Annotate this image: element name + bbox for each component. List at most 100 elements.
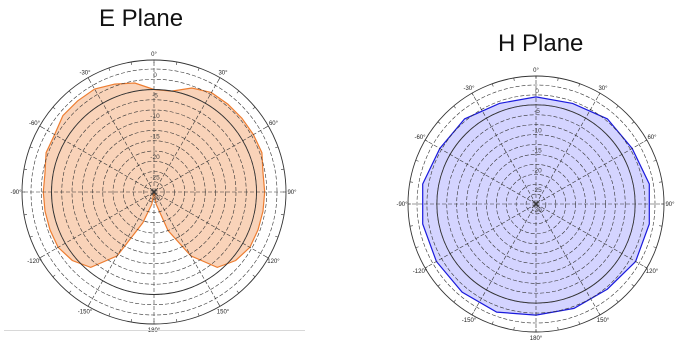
angle-tick-mark: [653, 246, 657, 249]
h-plane-chart: 0° 30° 60° 90° 120° 150° 180° -150° -120° -90° -60…: [396, 68, 675, 342]
angle-tick-mark: [29, 235, 33, 238]
angle-label: 120°: [267, 259, 280, 265]
grid-spoke: [535, 92, 601, 205]
grid-spoke: [471, 203, 537, 316]
angle-tick-mark: [280, 214, 285, 216]
angle-label: 180°: [148, 328, 161, 334]
angle-tick-mark: [424, 266, 428, 269]
angle-tick-mark: [557, 77, 559, 81]
angle-tick-mark: [275, 146, 279, 149]
angle-tick-mark: [557, 327, 559, 331]
e-plane-chart: 0° 30° 60° 90° 120° 150° 180° -150° -120° -90° -60…: [10, 52, 297, 334]
angle-tick-mark: [415, 159, 419, 162]
angle-tick-mark: [252, 106, 256, 110]
angle-tick-mark: [471, 312, 474, 316]
angle-tick-mark: [631, 121, 635, 124]
angle-tick-mark: [471, 92, 474, 96]
grid-ring: [81, 119, 227, 265]
angle-tick-mark: [616, 105, 619, 109]
grid-ring: [40, 78, 268, 306]
angle-label: 150°: [597, 318, 610, 324]
angle-tick-mark: [653, 159, 657, 162]
angle-label: 30°: [218, 71, 228, 77]
angle-label: -120°: [27, 259, 42, 265]
angle-tick-mark: [437, 284, 441, 287]
radial-label: -30: [532, 207, 542, 214]
angle-tick-mark: [659, 181, 663, 183]
radial-label: -15: [532, 148, 542, 155]
angle-tick-mark: [52, 106, 56, 110]
angle-tick-mark: [236, 90, 240, 94]
grid-ring: [476, 144, 596, 264]
angle-tick-mark: [659, 225, 663, 227]
angle-tick-mark: [176, 61, 178, 66]
grid-ring: [505, 173, 567, 235]
angle-label: -150°: [78, 310, 93, 316]
angle-tick-mark: [415, 246, 419, 249]
angle-label: 180°: [530, 336, 543, 342]
grid-spoke: [153, 77, 221, 193]
grid-ring: [143, 181, 165, 203]
angle-tick-mark: [236, 290, 240, 294]
angle-label: -150°: [462, 318, 477, 324]
angle-tick-mark: [424, 139, 428, 142]
angle-tick-mark: [578, 321, 581, 325]
angle-tick-mark: [453, 105, 456, 109]
angle-tick-mark: [87, 77, 90, 81]
angle-label: 90°: [665, 202, 675, 208]
angle-label: 120°: [646, 269, 659, 275]
angle-tick-mark: [39, 125, 43, 128]
angle-tick-mark: [437, 121, 441, 124]
angle-label: 0°: [533, 68, 539, 74]
angle-label: 60°: [269, 121, 279, 127]
angle-tick-mark: [491, 321, 494, 325]
center-mark: [149, 187, 159, 197]
radial-label: -10: [150, 113, 160, 120]
angle-tick-mark: [644, 139, 648, 142]
e-plane-title: E Plane: [99, 5, 184, 32]
angle-tick-mark: [87, 303, 90, 307]
angle-tick-mark: [513, 77, 515, 81]
angle-tick-mark: [644, 266, 648, 269]
radial-label: -20: [150, 154, 160, 161]
angle-label: -30°: [463, 86, 475, 92]
angle-label: -120°: [413, 269, 428, 275]
angle-tick-mark: [218, 77, 221, 81]
grid-spoke: [39, 191, 155, 259]
angle-label: 0°: [151, 52, 157, 58]
grid-spoke: [153, 191, 221, 307]
angle-label: 30°: [598, 86, 608, 92]
angle-tick-mark: [598, 312, 601, 316]
angle-tick-mark: [197, 67, 200, 71]
angle-tick-mark: [176, 318, 178, 323]
grid-ring: [446, 114, 626, 294]
angle-tick-mark: [453, 299, 456, 303]
grid-spoke: [87, 77, 155, 193]
angle-tick-mark: [68, 290, 72, 294]
radial-label: -25: [532, 187, 542, 194]
grid-ring: [416, 84, 656, 324]
angle-tick-mark: [275, 235, 279, 238]
angle-tick-mark: [598, 92, 601, 96]
angle-label: 60°: [647, 135, 657, 141]
grid-spoke: [39, 125, 155, 193]
angle-label: -60°: [414, 135, 426, 141]
radial-label: -25: [150, 175, 160, 182]
angle-tick-mark: [616, 299, 619, 303]
angle-tick-mark: [52, 274, 56, 278]
angle-tick-mark: [130, 61, 132, 66]
angle-tick-mark: [513, 327, 515, 331]
angle-tick-mark: [23, 168, 28, 170]
angle-tick-mark: [409, 181, 413, 183]
angle-label: -90°: [10, 190, 22, 196]
radial-label: -20: [532, 167, 542, 174]
radial-label: -10: [532, 128, 542, 135]
angle-tick-mark: [29, 146, 33, 149]
angle-label: 150°: [217, 310, 230, 316]
angle-tick-mark: [218, 303, 221, 307]
e-plane-baseline: [4, 330, 305, 331]
angle-tick-mark: [252, 274, 256, 278]
grid-spoke: [424, 203, 537, 269]
angle-label: -30°: [79, 71, 91, 77]
angle-label: -60°: [29, 121, 41, 127]
